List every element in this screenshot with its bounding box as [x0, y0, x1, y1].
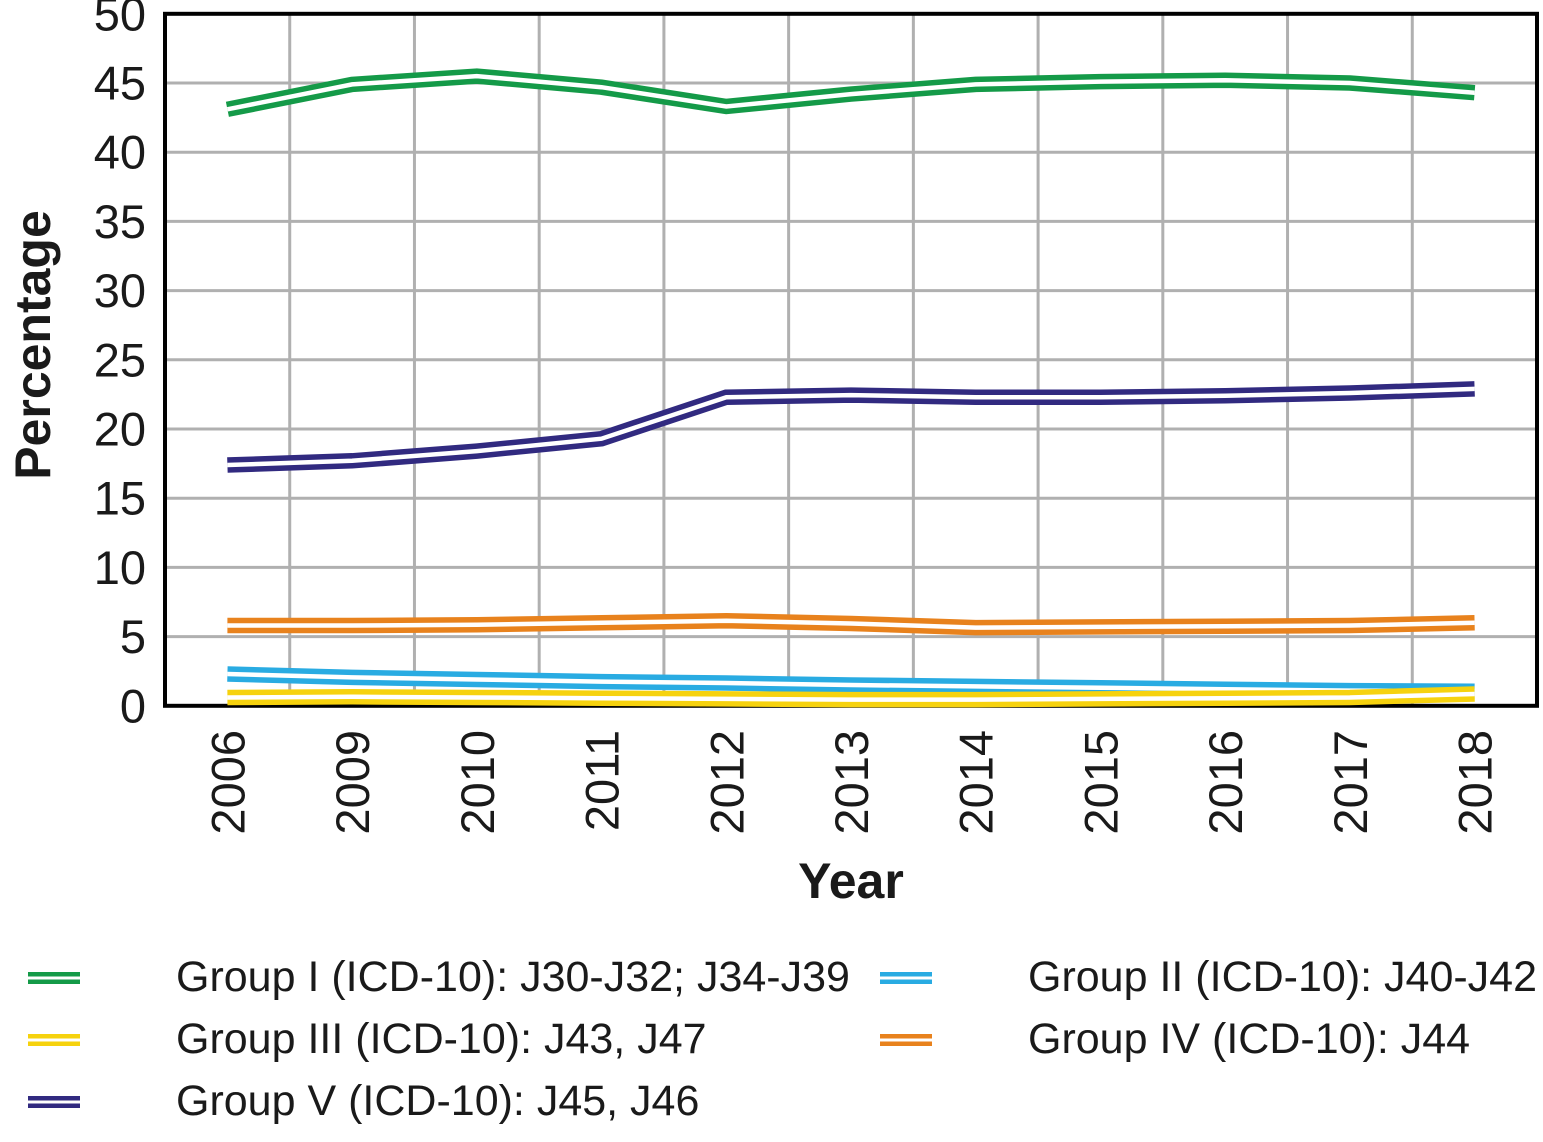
x-tick-label: 2010 [451, 730, 504, 835]
x-axis-title: Year [798, 853, 904, 909]
legend-swatch-group-ii [880, 971, 932, 984]
y-tick-label: 20 [94, 402, 146, 455]
line-chart: 0 5 10 15 20 25 30 35 40 45 50 2006 2009 2010 2011 201… [5, 0, 1539, 909]
series-line-core-1 [226, 73, 1475, 112]
x-tick-label: 2006 [201, 730, 254, 835]
y-tick-label: 30 [94, 264, 146, 317]
x-tick-label: 2012 [700, 730, 753, 835]
x-tick-label: 2017 [1324, 730, 1377, 835]
legend-swatch-group-iii [28, 1033, 80, 1046]
legend-item-group-iii: Group III (ICD-10): J43, J47 [28, 1015, 880, 1064]
horizontal-gridlines [165, 81, 1537, 639]
x-tick-label: 2016 [1199, 730, 1252, 835]
y-tick-label: 40 [94, 126, 146, 179]
legend: Group I (ICD-10): J30-J32; J34-J39 Group… [0, 935, 1543, 1126]
y-tick-label: 10 [94, 541, 146, 594]
y-tick-label: 50 [94, 0, 146, 40]
y-axis-tick-labels: 0 5 10 15 20 25 30 35 40 45 50 [94, 0, 146, 732]
legend-label-group-ii: Group II (ICD-10): J40-J42 [1028, 953, 1538, 1001]
series-line-core-5 [227, 386, 1475, 468]
legend-label-group-iii: Group III (ICD-10): J43, J47 [176, 1015, 707, 1063]
x-tick-label: 2013 [825, 730, 878, 835]
series-lines [225, 68, 1476, 708]
y-tick-label: 45 [94, 56, 146, 109]
legend-label-group-v: Group V (ICD-10): J45, J46 [176, 1077, 700, 1125]
legend-label-group-iv: Group IV (ICD-10): J44 [1028, 1015, 1471, 1063]
x-tick-label: 2018 [1449, 730, 1502, 835]
legend-item-group-i: Group I (ICD-10): J30-J32; J34-J39 [28, 953, 880, 1002]
legend-item-group-iv: Group IV (ICD-10): J44 [880, 1015, 1537, 1064]
y-tick-label: 15 [94, 472, 146, 525]
series-line-core-2 [227, 671, 1475, 694]
legend-item-group-ii: Group II (ICD-10): J40-J42 [880, 953, 1537, 1002]
y-tick-label: 0 [120, 679, 146, 732]
x-tick-label: 2011 [576, 730, 629, 831]
x-tick-label: 2014 [950, 730, 1003, 835]
x-axis-tick-labels: 2006 2009 2010 2011 2012 2013 2014 2015 2016 2017… [201, 730, 1501, 835]
x-tick-label: 2009 [326, 730, 379, 835]
y-axis-title: Percentage [5, 210, 61, 480]
x-tick-label: 2015 [1074, 730, 1127, 835]
vertical-gridlines [288, 13, 1414, 706]
legend-swatch-group-i [28, 971, 80, 984]
legend-item-group-v: Group V (ICD-10): J45, J46 [28, 1077, 880, 1126]
legend-swatch-group-v [28, 1095, 80, 1108]
series-line-core-3 [227, 691, 1475, 702]
y-tick-label: 25 [94, 333, 146, 386]
series-line-core-4 [227, 618, 1475, 630]
legend-swatch-group-iv [880, 1033, 932, 1046]
y-tick-label: 5 [120, 610, 146, 663]
legend-label-group-i: Group I (ICD-10): J30-J32; J34-J39 [176, 953, 850, 1001]
y-tick-label: 35 [94, 195, 146, 248]
